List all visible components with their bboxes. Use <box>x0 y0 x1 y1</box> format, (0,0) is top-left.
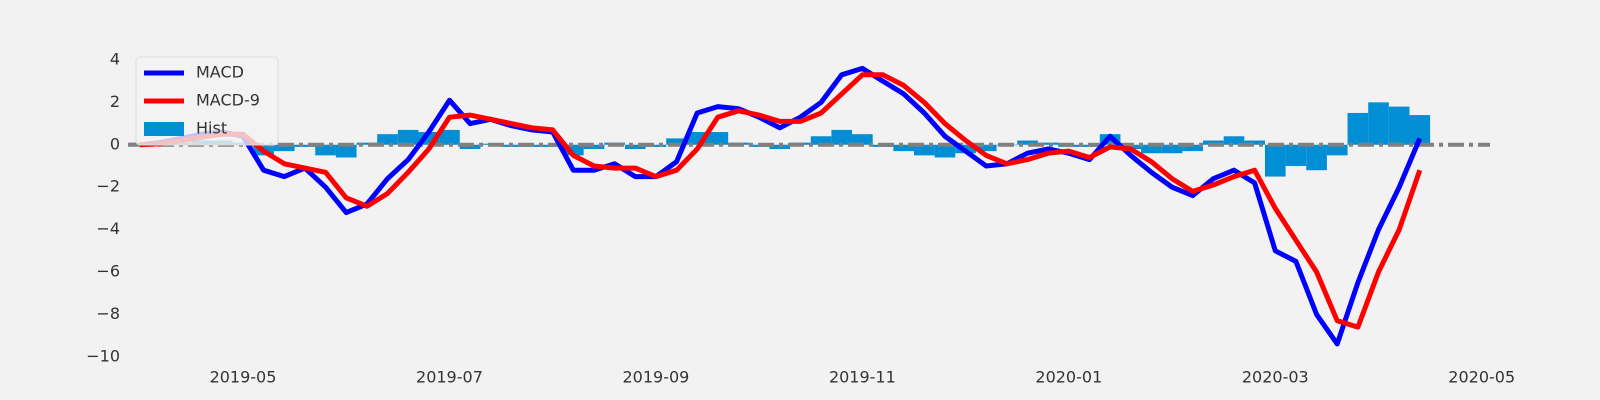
hist-bar <box>356 142 378 145</box>
hist-bar <box>1017 140 1038 145</box>
y-tick-label: −6 <box>96 261 120 280</box>
x-tick-label: 2019-07 <box>416 368 483 387</box>
hist-bar <box>1409 115 1431 145</box>
hist-bar <box>377 134 398 145</box>
hist-bar <box>934 144 956 158</box>
x-tick-label: 2020-01 <box>1035 368 1102 387</box>
line-1 <box>139 65 1423 347</box>
legend-label: MACD-9 <box>196 91 260 110</box>
hist-bar <box>893 144 914 152</box>
hist-bar <box>1264 144 1286 177</box>
hist-bar <box>1223 136 1245 145</box>
x-tick-label: 2019-11 <box>829 368 896 387</box>
y-tick-label: −4 <box>96 219 120 238</box>
hist-bar <box>1347 112 1369 145</box>
hist-bar <box>1037 142 1059 145</box>
hist-bar <box>975 144 997 152</box>
hist-bar <box>810 136 832 145</box>
hist-bar <box>1306 144 1327 171</box>
y-tick-label: 4 <box>110 49 120 68</box>
hist-bar <box>397 129 419 145</box>
x-tick-label: 2019-05 <box>210 368 277 387</box>
hist-bar <box>1244 140 1265 145</box>
hist-bar <box>1368 102 1389 145</box>
hist-bar <box>645 144 667 147</box>
hist-bar <box>624 144 646 149</box>
hist-bar <box>913 144 935 156</box>
x-tick-label: 2020-05 <box>1448 368 1515 387</box>
hist-bar <box>315 144 336 156</box>
hist-bar <box>563 144 584 156</box>
y-tick-label: −8 <box>96 304 120 323</box>
hist-bar <box>1141 144 1162 154</box>
hist-bar <box>852 134 873 145</box>
hist-bar <box>769 144 791 149</box>
y-tick-label: 2 <box>110 92 120 111</box>
legend-swatch <box>144 122 184 136</box>
hist-bar <box>294 144 316 147</box>
legend: MACD MACD-9 Hist <box>135 56 279 146</box>
hist-bar <box>1388 106 1410 145</box>
hist-bar <box>707 132 729 145</box>
y-tick-label: 0 <box>110 134 120 153</box>
hist-bar <box>1182 144 1204 152</box>
hist-bar <box>1326 144 1348 156</box>
hist-bar <box>1161 144 1183 154</box>
hist-bar <box>1203 140 1224 145</box>
hist-bar <box>439 129 460 145</box>
line-2 <box>139 72 1423 330</box>
hist-bar <box>666 138 687 145</box>
legend-label: MACD <box>196 63 244 82</box>
y-tick-label: −2 <box>96 177 120 196</box>
hist-bar <box>273 144 295 152</box>
hist-bar <box>1285 144 1307 166</box>
x-tick-label: 2020-03 <box>1242 368 1309 387</box>
hist-bar <box>335 144 357 158</box>
hist-bar <box>583 144 605 149</box>
hist-bar <box>459 144 481 149</box>
x-tick-label: 2019-09 <box>622 368 689 387</box>
legend-label: Hist <box>196 119 227 138</box>
hist-bar <box>831 129 853 145</box>
y-tick-label: −10 <box>86 346 120 365</box>
